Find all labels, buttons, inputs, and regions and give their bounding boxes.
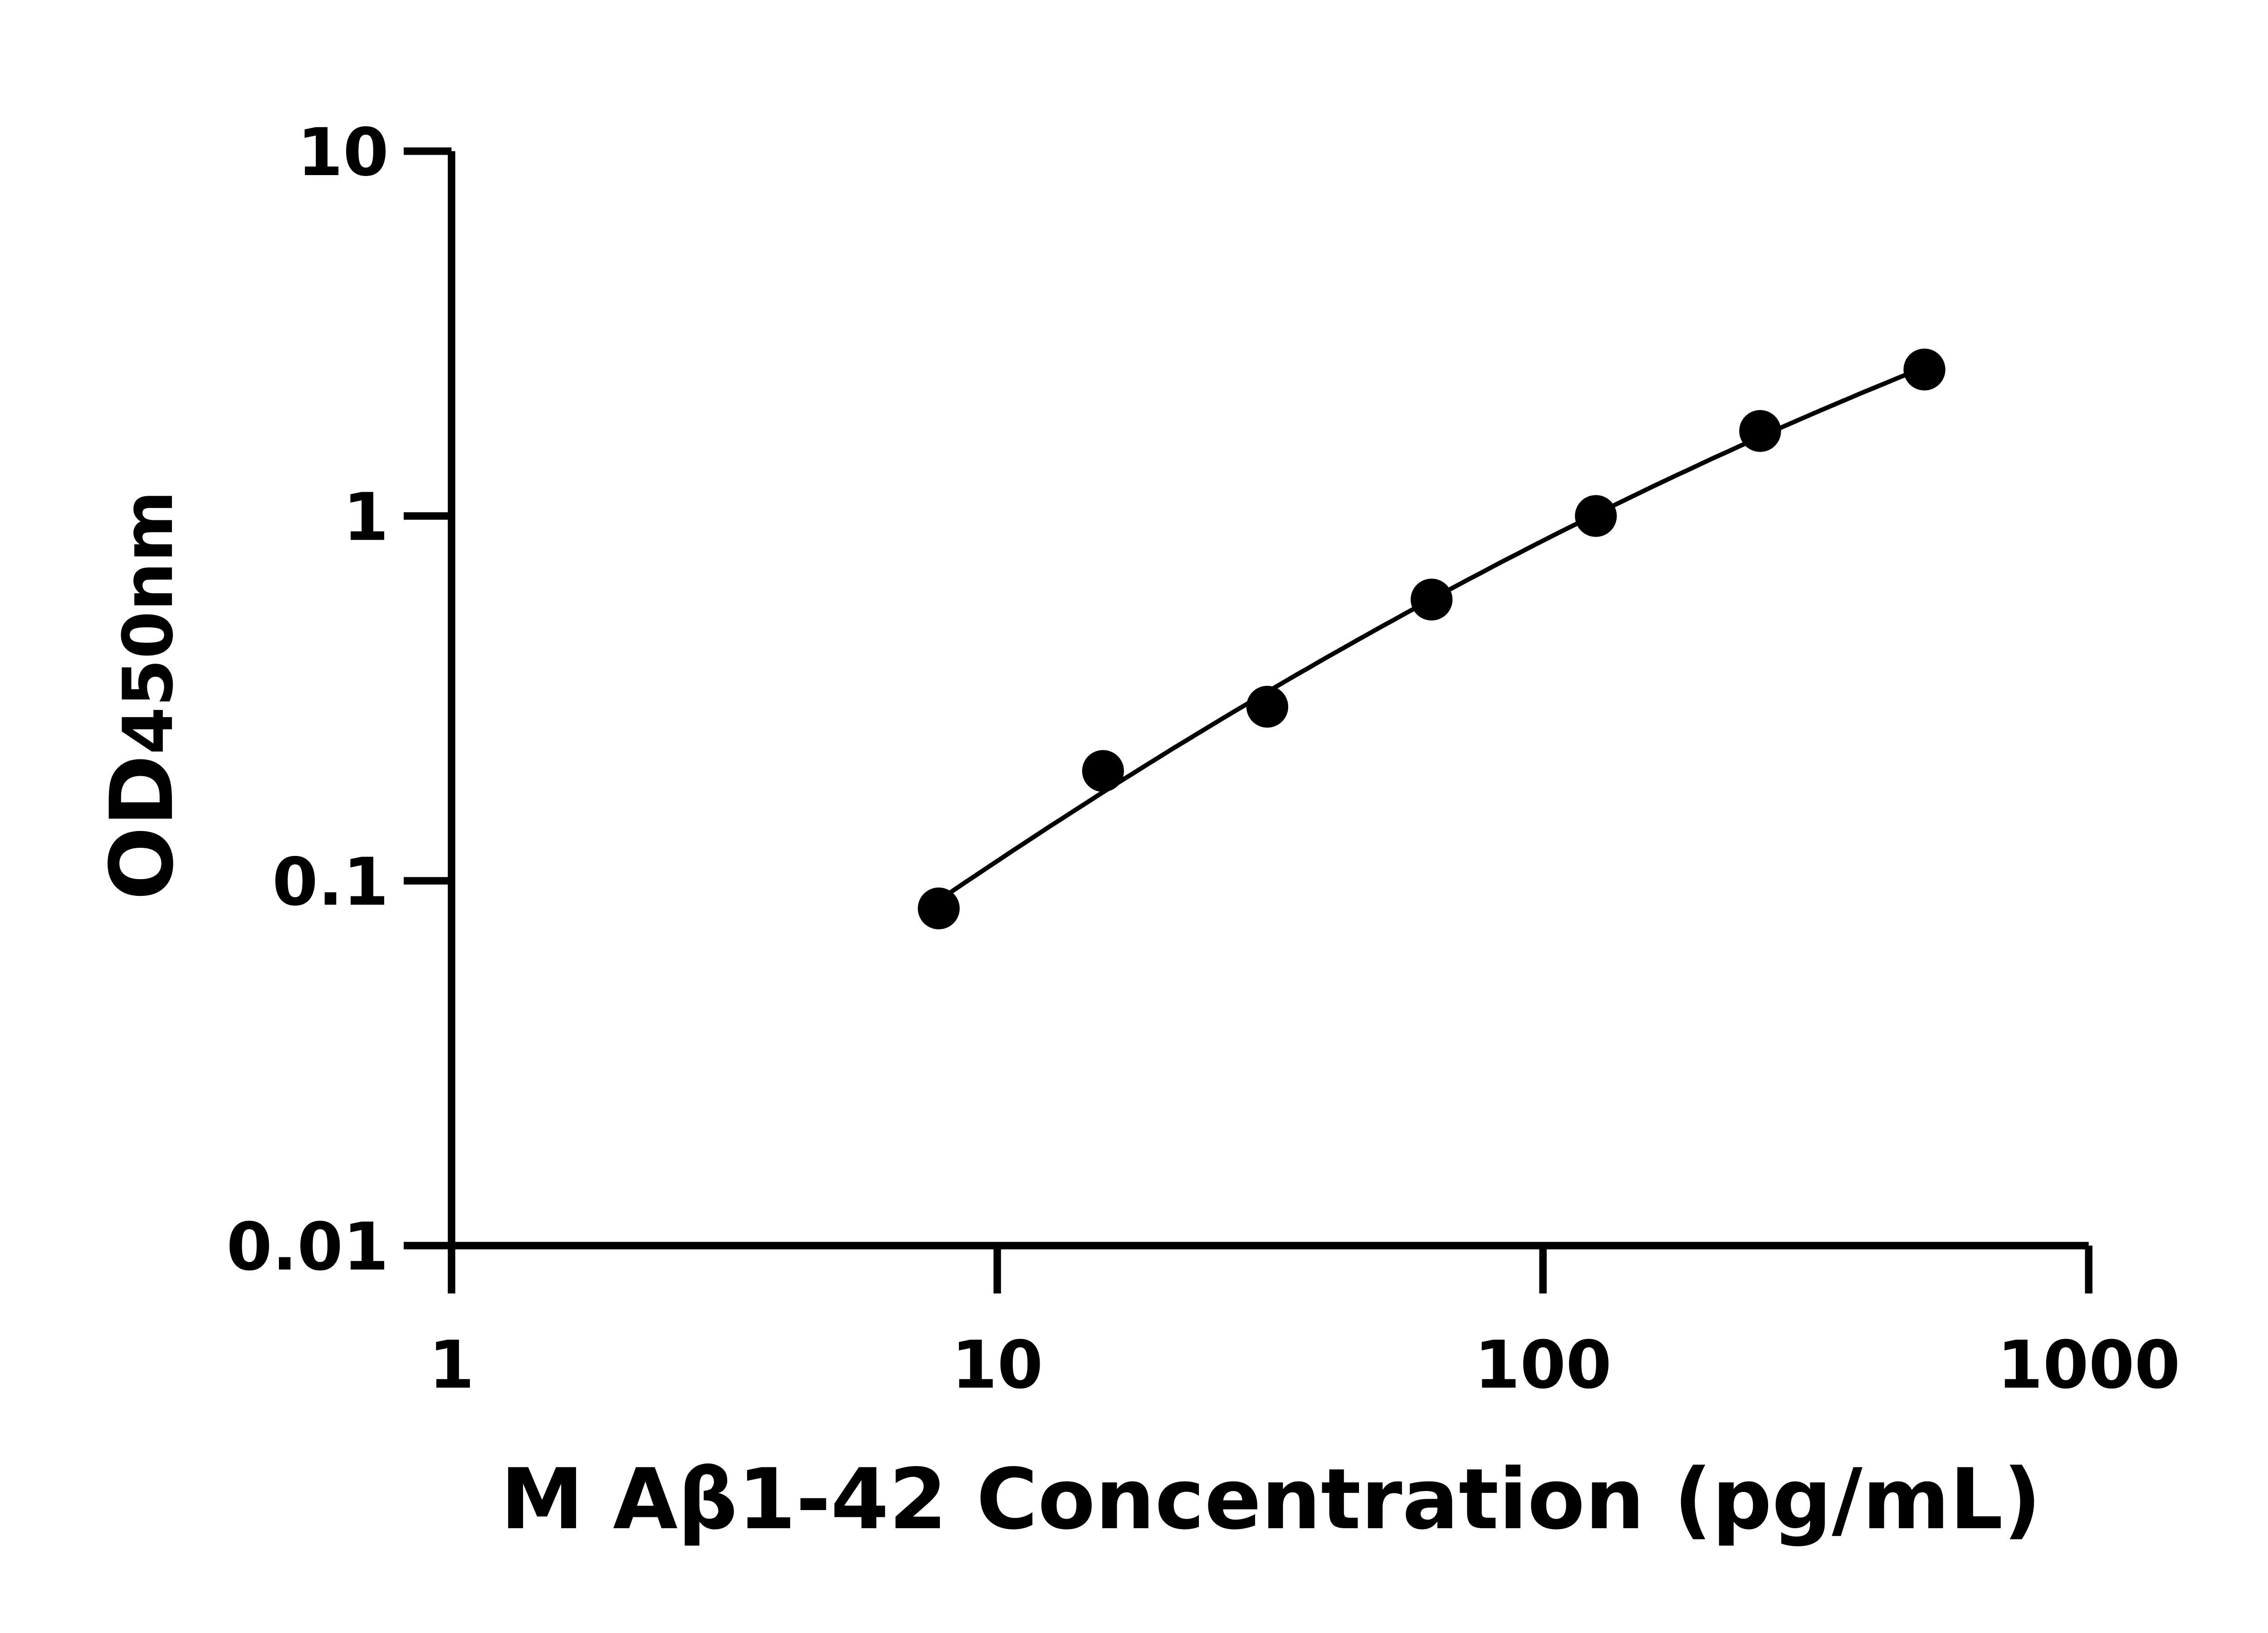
x-tick-label: 10 [952, 1327, 1043, 1403]
data-point [1246, 685, 1289, 728]
x-tick-label: 100 [1474, 1327, 1612, 1403]
data-point [918, 887, 960, 929]
y-tick-label: 1 [343, 479, 389, 556]
data-point [1739, 410, 1781, 452]
fit-curve [937, 365, 1926, 902]
y-tick-label: 0.1 [272, 844, 389, 920]
x-axis-label: M Aβ1-42 Concentration (pg/mL) [500, 1451, 2041, 1548]
data-point [1575, 495, 1617, 537]
x-tick-label: 1000 [1997, 1327, 2180, 1403]
data-point [1082, 750, 1124, 792]
y-tick-label: 10 [297, 114, 389, 191]
axes: 1 10 100 1000 0.01 0.1 1 10 [226, 114, 2180, 1403]
y-tick-label: 0.01 [226, 1209, 389, 1286]
y-axis-label-main: OD [92, 755, 193, 900]
y-axis-label: OD450nm [92, 490, 193, 900]
data-point [1410, 578, 1453, 621]
x-tick-label: 1 [429, 1327, 474, 1403]
fit-curve-group [937, 365, 1926, 902]
data-point [1903, 348, 1945, 391]
data-points [918, 348, 1945, 929]
y-axis-label-sub: 450nm [108, 490, 188, 754]
